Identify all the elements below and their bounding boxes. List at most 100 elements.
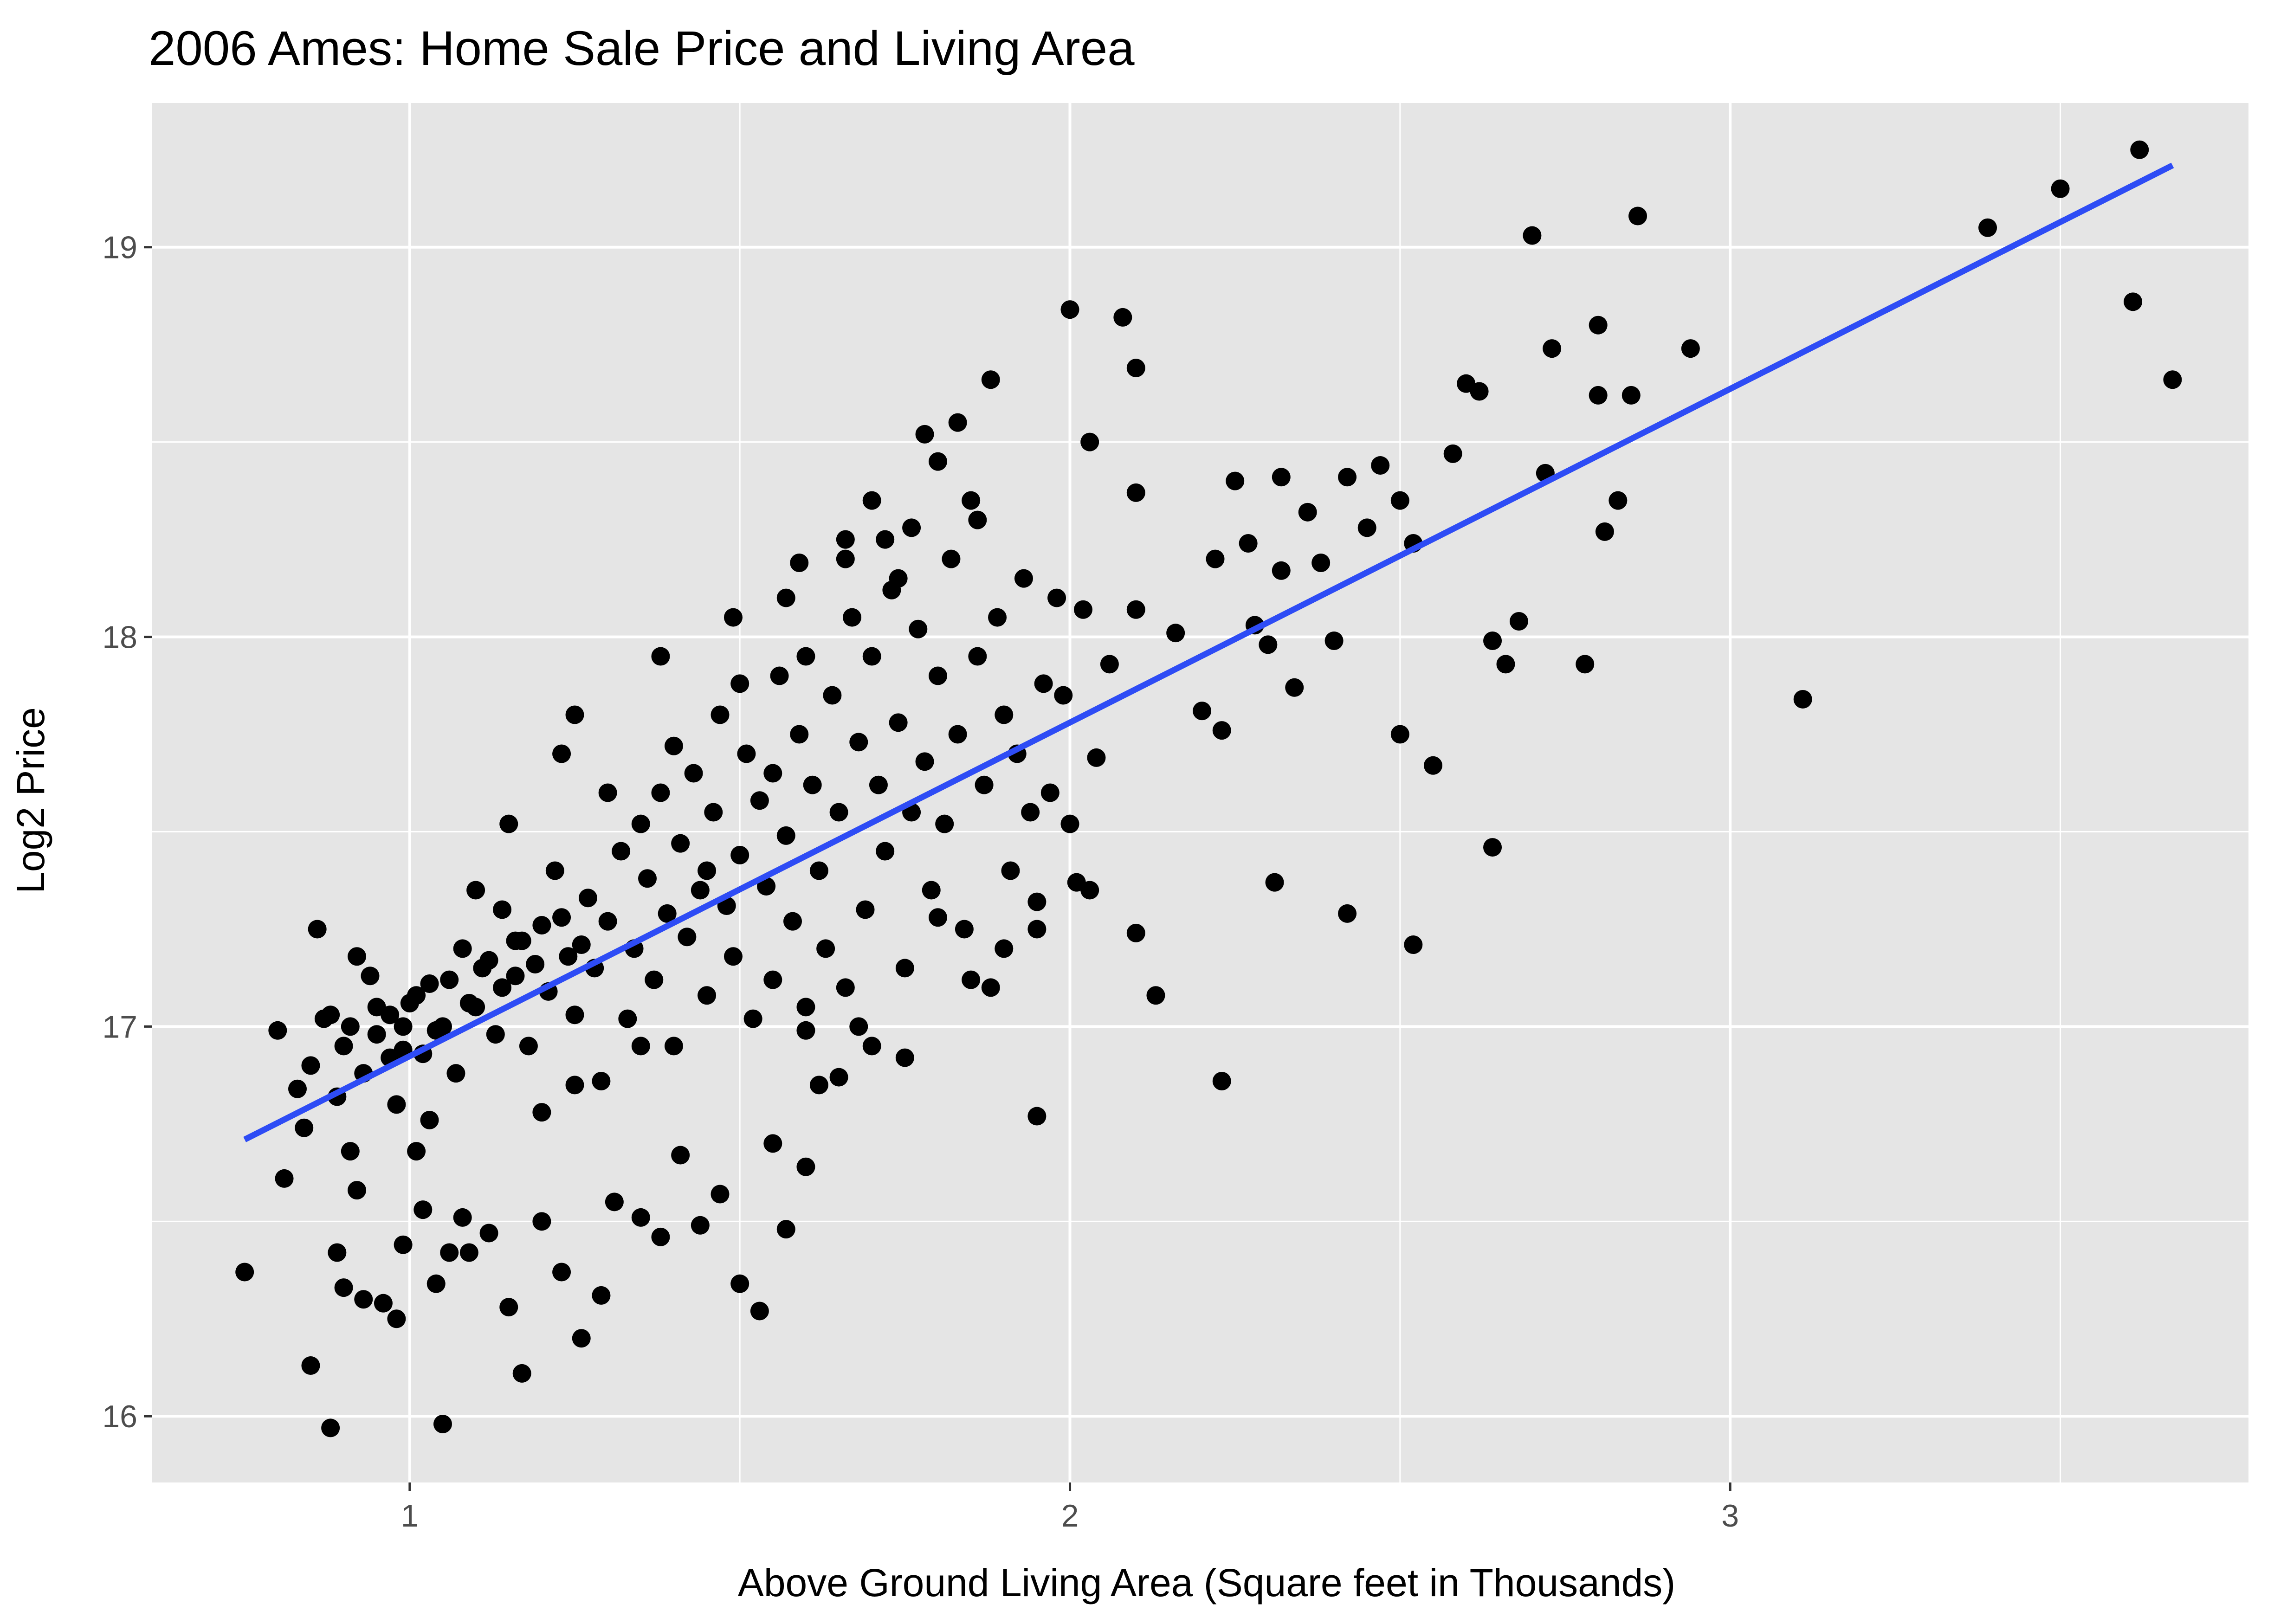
data-point [288, 1079, 307, 1098]
data-point [895, 959, 914, 978]
data-point [1338, 904, 1357, 923]
data-point [314, 1009, 333, 1028]
data-point [459, 994, 478, 1013]
data-point [763, 1134, 782, 1153]
data-point [466, 881, 485, 900]
data-point [532, 1212, 551, 1231]
x-tick-label: 1 [401, 1498, 419, 1534]
data-point [889, 569, 908, 588]
data-point [1338, 468, 1357, 487]
data-point [796, 1157, 815, 1176]
data-point [328, 1243, 347, 1262]
data-point [1324, 631, 1344, 650]
data-point [638, 869, 657, 888]
data-point [1404, 935, 1423, 954]
data-point [2163, 370, 2182, 389]
data-point [790, 725, 809, 744]
data-point [565, 705, 584, 724]
data-point [724, 947, 743, 966]
data-point [348, 947, 367, 966]
data-point [1040, 783, 1059, 802]
data-point [783, 912, 802, 931]
data-point [420, 1110, 439, 1129]
data-point [730, 674, 749, 693]
data-point [876, 530, 895, 549]
major-gridlines [152, 103, 2248, 1482]
data-point [1443, 444, 1462, 463]
data-point [413, 1200, 433, 1219]
data-point [902, 518, 921, 537]
data-point [2130, 140, 2149, 159]
data-point [849, 1017, 868, 1036]
data-point [1628, 206, 1647, 226]
data-point [750, 791, 769, 810]
data-point [869, 775, 888, 794]
data-point [1543, 339, 1562, 358]
data-point [843, 608, 862, 627]
data-point [698, 861, 717, 880]
data-point [453, 939, 472, 958]
data-point [552, 1263, 571, 1282]
data-point [664, 1037, 683, 1056]
data-point [612, 842, 631, 861]
data-point [1100, 655, 1119, 674]
y-tick-label: 16 [102, 1399, 137, 1434]
data-point [1285, 678, 1304, 697]
y-axis: 16 17 18 19 [102, 230, 152, 1434]
data-point [1357, 518, 1376, 537]
data-point [552, 744, 571, 763]
data-point [387, 1095, 406, 1114]
data-point [559, 947, 578, 966]
data-point [856, 900, 875, 919]
data-point [1239, 534, 1258, 553]
data-point [1272, 561, 1291, 580]
data-point [684, 764, 703, 783]
data-point [341, 1017, 360, 1036]
data-point [796, 998, 815, 1017]
data-point [975, 775, 994, 794]
data-point [671, 834, 690, 853]
data-point [968, 510, 987, 529]
data-point [1622, 386, 1641, 405]
data-point [988, 608, 1007, 627]
data-point [433, 1415, 452, 1434]
data-point [1021, 803, 1040, 822]
data-point [678, 928, 697, 947]
data-point [1496, 655, 1515, 674]
data-point [796, 647, 815, 666]
data-point [440, 970, 459, 989]
data-point [499, 814, 518, 833]
data-point [1423, 756, 1442, 775]
data-point [743, 1009, 762, 1028]
data-point [532, 916, 551, 935]
regression-line [243, 162, 2174, 1142]
data-point [1047, 588, 1066, 607]
data-point [862, 647, 881, 666]
data-point [592, 1286, 611, 1305]
data-point [776, 826, 795, 845]
y-tick-label: 19 [102, 230, 137, 265]
data-point [763, 764, 782, 783]
data-point [407, 1142, 426, 1161]
plot-panel [152, 103, 2248, 1482]
data-point [1681, 339, 1700, 358]
data-point [849, 733, 868, 752]
data-point [506, 931, 525, 950]
data-point [1060, 814, 1079, 833]
minor-gridlines [152, 103, 2248, 1482]
data-point [1146, 986, 1165, 1005]
data-point [572, 1329, 591, 1348]
data-point [361, 967, 380, 986]
data-point [928, 452, 947, 471]
data-point [948, 725, 967, 744]
data-point [565, 1005, 584, 1025]
data-point [816, 939, 835, 958]
data-point [426, 1274, 446, 1293]
data-point [301, 1056, 320, 1075]
data-point [295, 1118, 314, 1137]
data-point [479, 1224, 498, 1243]
data-point [803, 775, 822, 794]
data-point [1470, 382, 1489, 401]
data-point [486, 1025, 505, 1044]
data-point [479, 951, 498, 970]
